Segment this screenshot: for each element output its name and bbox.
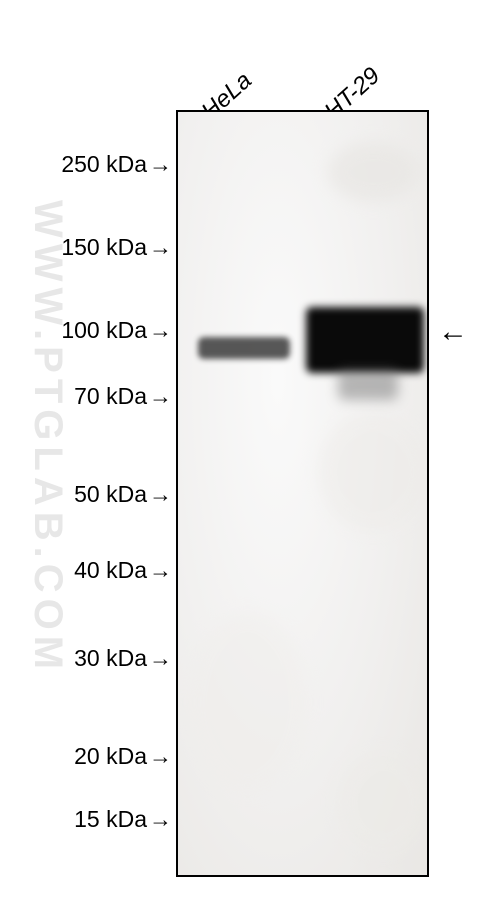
blot-smudge [188,612,308,792]
arrow-right-icon: → [149,806,172,833]
blot-smudge [318,412,428,532]
protein-band [338,370,398,400]
mw-marker-label: 40 kDa→ [74,557,172,584]
arrow-right-icon: → [149,151,172,178]
mw-marker-text: 50 kDa [74,481,147,507]
mw-marker-text: 70 kDa [74,383,147,409]
mw-marker-label: 150 kDa→ [61,234,172,261]
mw-marker-label: 30 kDa→ [74,645,172,672]
mw-marker-text: 15 kDa [74,806,147,832]
mw-marker-text: 30 kDa [74,645,147,671]
western-blot-figure: WWW.PTGLAB.COM HeLaHT-29 250 kDa→150 kDa… [0,0,500,903]
arrow-right-icon: → [149,481,172,508]
arrow-right-icon: → [149,645,172,672]
mw-marker-label: 70 kDa→ [74,383,172,410]
arrow-right-icon: → [149,383,172,410]
mw-marker-text: 40 kDa [74,557,147,583]
arrow-right-icon: → [149,557,172,584]
mw-marker-label: 20 kDa→ [74,743,172,770]
target-band-arrow-icon: ← [438,315,468,349]
protein-band [198,337,290,359]
mw-marker-text: 250 kDa [61,151,147,177]
mw-marker-text: 150 kDa [61,234,147,260]
blot-smudge [328,142,418,202]
arrow-right-icon: → [149,743,172,770]
arrow-right-icon: → [149,317,172,344]
blot-smudge [338,752,428,852]
arrow-right-icon: → [149,234,172,261]
mw-marker-text: 100 kDa [61,317,147,343]
watermark-text: WWW.PTGLAB.COM [25,200,70,675]
mw-marker-label: 15 kDa→ [74,806,172,833]
mw-marker-label: 100 kDa→ [61,317,172,344]
mw-marker-label: 250 kDa→ [61,151,172,178]
mw-marker-label: 50 kDa→ [74,481,172,508]
mw-marker-text: 20 kDa [74,743,147,769]
blot-membrane [176,110,429,877]
protein-band [306,307,424,373]
